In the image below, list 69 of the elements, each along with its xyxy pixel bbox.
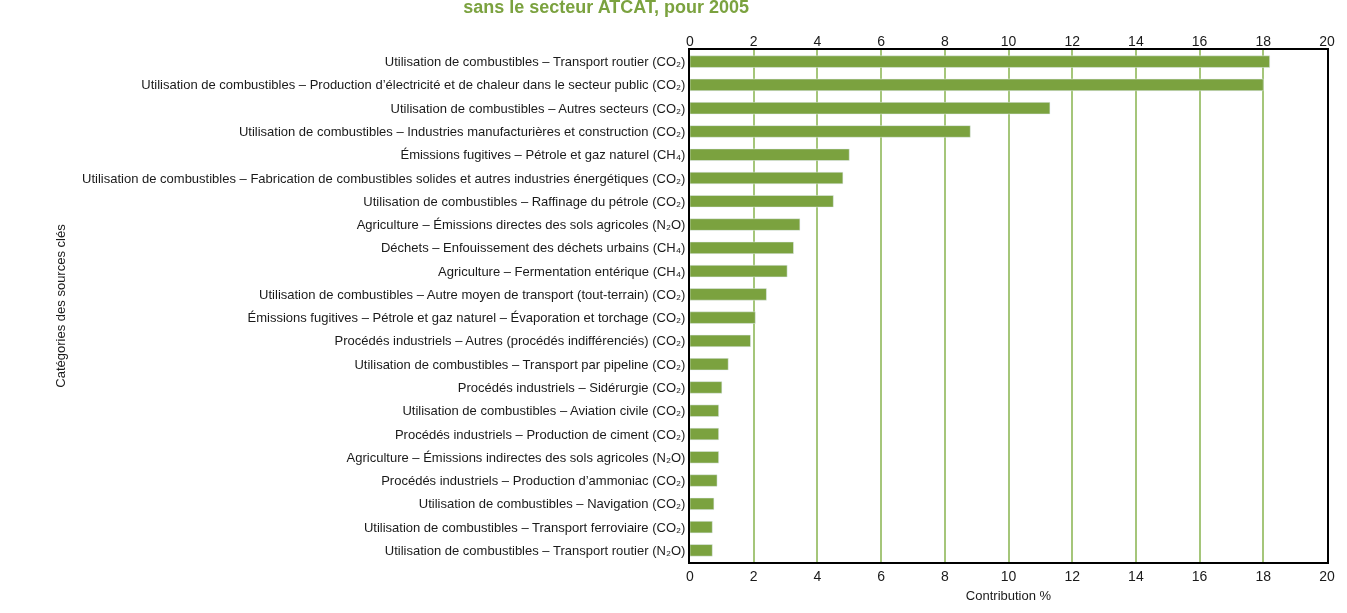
bar xyxy=(690,55,1270,68)
y-tick-label: Émissions fugitives – Pétrole et gaz naturel – Évaporation et torchage (CO₂) xyxy=(247,310,686,326)
x2-tick-label: 2 xyxy=(749,567,758,584)
x-tick-label: 20 xyxy=(1319,33,1335,50)
y-tick-label: Agriculture – Fermentation entérique (CH₄) xyxy=(438,263,686,279)
x-tick-label: 8 xyxy=(940,33,949,50)
x-tick-label: 6 xyxy=(877,33,886,50)
y-tick-label: Utilisation de combustibles – Transport routier (CO₂) xyxy=(384,54,686,70)
x2-tick-label: 18 xyxy=(1255,567,1272,584)
y-tick-label: Utilisation de combustibles – Autre moyen de transport (tout-terrain) (CO₂) xyxy=(259,286,686,302)
y-tick-label: Émissions fugitives – Pétrole et gaz naturel (CH₄) xyxy=(400,147,686,163)
y-axis-title: Catégories des sources clés xyxy=(52,223,68,388)
bar xyxy=(690,427,719,441)
bar xyxy=(690,195,834,208)
x-tick-label: 12 xyxy=(1064,33,1081,50)
x2-tick-label: 6 xyxy=(877,567,886,584)
bar xyxy=(690,171,844,185)
y-tick-label: Utilisation de combustibles – Navigation (CO₂) xyxy=(418,496,686,512)
bar xyxy=(690,521,713,534)
bar xyxy=(690,358,729,371)
x-tick-label: 18 xyxy=(1255,33,1272,50)
x2-tick-label: 0 xyxy=(686,567,695,584)
x-tick-label: 16 xyxy=(1191,33,1208,50)
y-tick-label: Procédés industriels – Production d’ammoniac (CO₂) xyxy=(381,473,686,489)
y-tick-label: Utilisation de combustibles – Production d’électricité et de chaleur dans le secteur public (CO₂) xyxy=(141,77,686,93)
x-axis-title: Contribution % xyxy=(965,587,1052,603)
x-tick-label: 14 xyxy=(1128,33,1144,50)
y-tick-label: Procédés industriels – Production de ciment (CO₂) xyxy=(394,426,686,442)
bar xyxy=(690,311,756,324)
y-tick-label: Agriculture – Émissions directes des sols agricoles (N₂O) xyxy=(356,217,686,233)
y-tick-label: Utilisation de combustibles – Raffinage du pétrole (CO₂) xyxy=(363,193,686,209)
bar xyxy=(690,474,718,487)
bar xyxy=(690,544,713,557)
bar xyxy=(690,451,719,464)
y-tick-label: Utilisation de combustibles – Fabrication de combustibles solides et autres industries énergétiques (CO₂) xyxy=(82,170,686,186)
bar xyxy=(690,78,1264,91)
bar xyxy=(690,381,723,394)
bar xyxy=(690,102,1051,115)
x-tick-label: 0 xyxy=(686,33,695,50)
bar xyxy=(690,241,794,254)
x2-tick-label: 8 xyxy=(940,567,949,584)
bar xyxy=(690,125,971,138)
bar xyxy=(690,334,751,347)
x-tick-label: 2 xyxy=(749,33,758,50)
y-tick-label: Utilisation de combustibles – Transport par pipeline (CO₂) xyxy=(354,356,686,372)
y-tick-label: Procédés industriels – Sidérurgie (CO₂) xyxy=(457,380,686,395)
x-tick-label: 4 xyxy=(813,33,822,50)
x2-tick-label: 20 xyxy=(1319,567,1335,584)
bar xyxy=(690,404,719,417)
x2-tick-label: 16 xyxy=(1191,567,1208,584)
y-tick-label: Procédés industriels – Autres (procédés indifférenciés) (CO₂) xyxy=(334,333,686,349)
bar xyxy=(690,497,715,510)
y-tick-label: Utilisation de combustibles – Aviation civile (CO₂) xyxy=(402,403,686,419)
y-tick-label: Utilisation de combustibles – Industries manufacturières et construction (CO₂) xyxy=(238,124,686,139)
y-tick-label: Utilisation de combustibles – Transport ferroviaire (CO₂) xyxy=(363,519,686,535)
x-tick-label: 10 xyxy=(1000,33,1017,50)
chart-title: sans le secteur ATCAT, pour 2005 xyxy=(463,0,750,18)
bar xyxy=(690,265,788,278)
x2-tick-label: 14 xyxy=(1128,567,1144,584)
y-tick-label: Utilisation de combustibles – Autres secteurs (CO₂) xyxy=(390,100,686,116)
x2-tick-label: 4 xyxy=(813,567,822,584)
x2-tick-label: 10 xyxy=(1000,567,1017,584)
y-tick-label: Utilisation de combustibles – Transport routier (N₂O) xyxy=(384,542,686,558)
bar xyxy=(690,218,801,231)
bar xyxy=(690,288,767,301)
y-tick-label: Agriculture – Émissions indirectes des sols agricoles (N₂O) xyxy=(346,449,686,465)
x2-tick-label: 12 xyxy=(1064,567,1081,584)
bar xyxy=(690,148,850,161)
y-tick-label: Déchets – Enfouissement des déchets urbains (CH₄) xyxy=(380,240,686,256)
